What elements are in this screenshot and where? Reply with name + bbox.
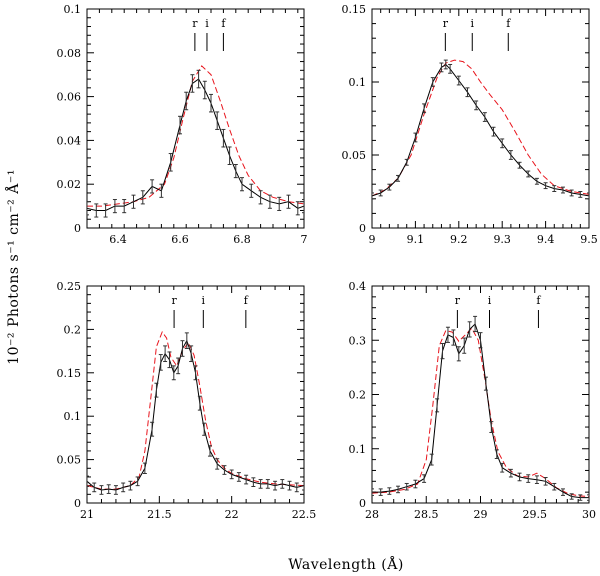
- chart-panel-3: 21 21.5 22 22.5 0 0.05 0.1 0.15 0.2 0.25 r i f: [57, 280, 317, 521]
- y-tick-label: 0.25: [57, 280, 82, 293]
- x-tick-label: 30: [582, 508, 596, 521]
- x-tick-label: 21.5: [147, 508, 172, 521]
- y-tick-label: 0.4: [349, 280, 367, 293]
- x-tick-label: 29.5: [523, 508, 548, 521]
- line-id-i: i: [470, 17, 474, 30]
- model-curve: [87, 65, 304, 207]
- line-id-i: i: [488, 294, 492, 307]
- x-tick-label: 6.4: [109, 233, 127, 246]
- data-layer: [87, 330, 304, 495]
- x-tick-label: 6.8: [233, 233, 251, 246]
- data-layer: [372, 59, 589, 200]
- chart-panel-2: 9 9.1 9.2 9.3 9.4 9.5 0 0.05 0.1 0.15 r i f: [342, 3, 598, 246]
- observed-curve: [372, 323, 589, 499]
- y-tick-label: 0.05: [57, 454, 82, 467]
- y-tick-label: 0: [359, 222, 366, 235]
- y-tick-label: 0.1: [349, 443, 367, 456]
- y-tick-label: 0.2: [349, 389, 367, 402]
- line-id-r: r: [171, 294, 177, 307]
- y-tick-label: 0.02: [57, 178, 82, 191]
- plot-frame: [371, 8, 590, 229]
- y-tick-label: 0.2: [64, 323, 82, 336]
- line-id-f: f: [506, 17, 511, 30]
- line-id-r: r: [443, 17, 449, 30]
- data-layer: [87, 65, 304, 218]
- x-tick-label: 9.5: [580, 233, 598, 246]
- y-tick-label: 0.04: [57, 134, 82, 147]
- y-tick-label: 0.08: [57, 47, 82, 60]
- plot-frame: [86, 8, 305, 229]
- x-tick-label: 9.1: [407, 233, 425, 246]
- x-tick-label: 9.2: [450, 233, 468, 246]
- x-tick-label: 9: [369, 233, 376, 246]
- line-id-r: r: [455, 294, 461, 307]
- line-id-i: i: [205, 17, 209, 30]
- data-layer: [372, 315, 589, 501]
- y-tick-label: 0: [359, 497, 366, 510]
- chart-panel-1: 6.4 6.6 6.8 7 0 0.02 0.04 0.06 0.08 0.1 r i f: [57, 3, 308, 246]
- y-tick-label: 0: [74, 222, 81, 235]
- model-curve: [372, 327, 589, 497]
- panels-group: 6.4 6.6 6.8 700.020.040.060.080.1r i f9 9.1 9.2…: [57, 3, 598, 521]
- model-curve: [372, 59, 589, 197]
- line-id-i: i: [202, 294, 206, 307]
- x-tick-label: 6.6: [171, 233, 189, 246]
- observed-curve: [87, 78, 304, 211]
- x-tick-label: 9.4: [537, 233, 555, 246]
- x-tick-label: 22.5: [292, 508, 317, 521]
- y-tick-label: 0: [74, 497, 81, 510]
- x-axis-label: Wavelength (Å): [288, 555, 404, 573]
- x-tick-label: 9.3: [493, 233, 511, 246]
- x-tick-label: 28: [365, 508, 379, 521]
- y-tick-label: 0.15: [342, 3, 367, 16]
- y-tick-label: 0.1: [349, 76, 367, 89]
- chart-panel-4: 28 28.5 29 29.5 30 0 0.1 0.2 0.3 0.4 r i f: [349, 280, 597, 521]
- x-tick-label: 7: [301, 233, 308, 246]
- y-axis-label: 10⁻² Photons s⁻¹ cm⁻² Å⁻¹: [4, 169, 22, 365]
- line-id-r: r: [192, 17, 198, 30]
- line-id-f: f: [221, 17, 226, 30]
- x-tick-label: 21: [80, 508, 94, 521]
- y-tick-label: 0.1: [64, 3, 82, 16]
- plot-frame: [86, 285, 305, 504]
- observed-curve: [372, 63, 589, 197]
- model-curve: [87, 330, 304, 490]
- y-tick-label: 0.1: [64, 410, 82, 423]
- y-tick-label: 0.15: [57, 367, 82, 380]
- y-tick-label: 0.06: [57, 91, 82, 104]
- x-tick-label: 22: [225, 508, 239, 521]
- plot-frame: [371, 285, 590, 504]
- x-tick-label: 28.5: [414, 508, 439, 521]
- y-tick-label: 0.05: [342, 149, 367, 162]
- x-tick-label: 29: [474, 508, 488, 521]
- observed-curve: [87, 339, 304, 491]
- line-id-f: f: [536, 294, 541, 307]
- y-tick-label: 0.3: [349, 334, 367, 347]
- line-id-f: f: [244, 294, 249, 307]
